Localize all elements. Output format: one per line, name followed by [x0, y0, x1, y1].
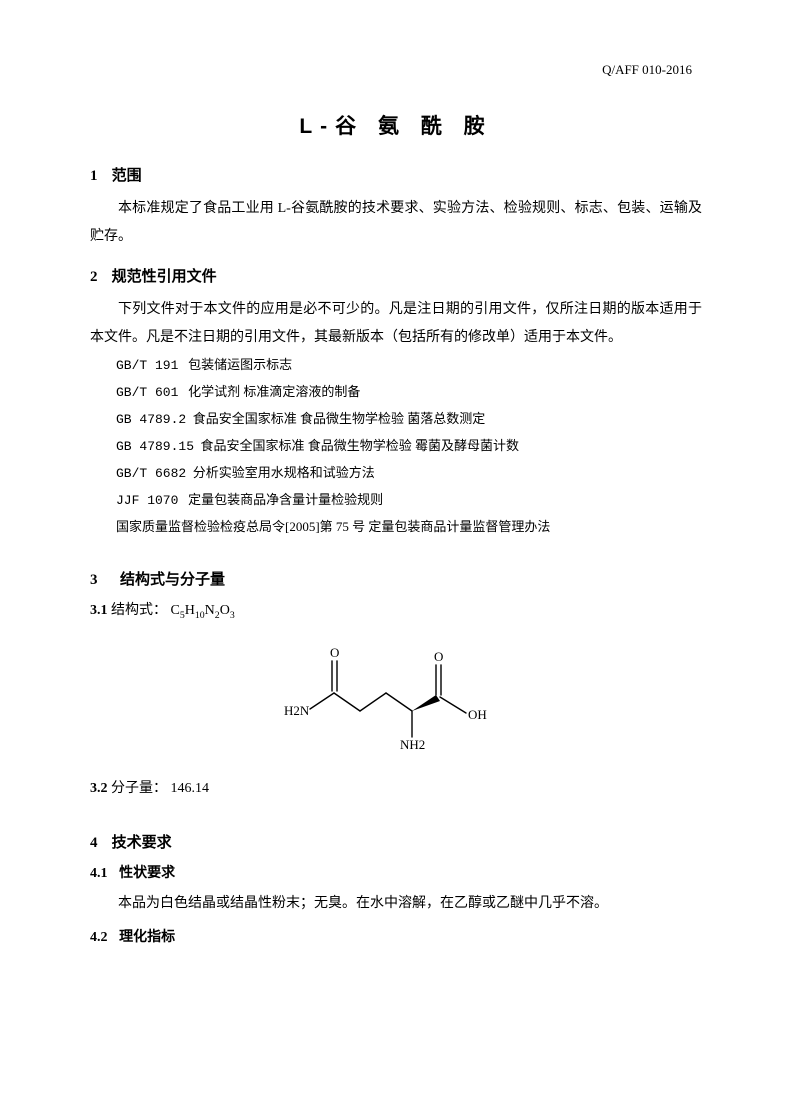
subsection-4-2-heading: 4.2 理化指标: [90, 926, 702, 946]
section-4-heading: 4 技术要求: [90, 831, 702, 852]
section-2-title: 规范性引用文件: [112, 268, 217, 285]
section-3-number: 3: [90, 572, 98, 588]
reference-item: GB 4789.2 食品安全国家标准 食品微生物学检验 菌落总数测定: [116, 406, 702, 433]
structure-label-o1: O: [330, 645, 339, 660]
reference-item: JJF 1070 定量包装商品净含量计量检验规则: [116, 487, 702, 514]
header-standard-code: Q/AFF 010-2016: [602, 62, 692, 78]
subsection-3-1-label: 结构式：: [111, 603, 167, 618]
section-4-title: 技术要求: [112, 834, 172, 851]
section-3-heading: 3 结构式与分子量: [90, 568, 702, 589]
molecular-weight-value: 146.14: [171, 781, 210, 796]
subsection-4-2-number: 4.2: [90, 930, 108, 945]
section-2-heading: 2 规范性引用文件: [90, 265, 702, 286]
structure-label-nh2: NH2: [400, 737, 425, 752]
subsection-3-1: 3.1 结构式： C5H10N2O3: [90, 599, 702, 621]
reference-item: GB/T 191 包装储运图示标志: [116, 352, 702, 379]
section-1-paragraph: 本标准规定了食品工业用 L-谷氨酰胺的技术要求、实验方法、检验规则、标志、包装、…: [90, 195, 702, 251]
structure-label-o2: O: [434, 649, 443, 664]
subsection-4-1-heading: 4.1 性状要求: [90, 862, 702, 882]
chemical-structure-container: H2N O O OH NH2: [90, 639, 702, 759]
reference-item: GB 4789.15 食品安全国家标准 食品微生物学检验 霉菌及酵母菌计数: [116, 433, 702, 460]
reference-desc: 食品安全国家标准 食品微生物学检验 霉菌及酵母菌计数: [201, 438, 520, 453]
section-1-number: 1: [90, 168, 98, 184]
subsection-3-2-label: 分子量：: [111, 781, 167, 796]
subsection-3-1-number: 3.1: [90, 603, 108, 618]
reference-desc: 包装储运图示标志: [188, 357, 292, 372]
reference-desc: 国家质量监督检验检疫总局令[2005]第 75 号 定量包装商品计量监督管理办法: [116, 519, 550, 534]
subsection-4-2-title: 理化指标: [119, 928, 175, 944]
chemical-structure-diagram: H2N O O OH NH2: [276, 639, 516, 759]
reference-item: 国家质量监督检验检疫总局令[2005]第 75 号 定量包装商品计量监督管理办法: [116, 514, 702, 540]
subsection-3-2-number: 3.2: [90, 781, 108, 796]
molecular-formula: C5H10N2O3: [171, 603, 235, 618]
structure-label-oh: OH: [468, 707, 487, 722]
reference-code: JJF 1070: [116, 488, 178, 514]
subsection-4-1-number: 4.1: [90, 866, 108, 881]
reference-item: GB/T 601 化学试剂 标准滴定溶液的制备: [116, 379, 702, 406]
reference-code: GB/T 6682: [116, 461, 186, 487]
reference-code: GB 4789.15: [116, 434, 194, 460]
subsection-3-2: 3.2 分子量： 146.14: [90, 777, 702, 797]
section-2-paragraph: 下列文件对于本文件的应用是必不可少的。凡是注日期的引用文件，仅所注日期的版本适用…: [90, 296, 702, 352]
subsection-4-1-title: 性状要求: [119, 864, 175, 880]
reference-desc: 分析实验室用水规格和试验方法: [193, 465, 375, 480]
reference-item: GB/T 6682 分析实验室用水规格和试验方法: [116, 460, 702, 487]
section-4-number: 4: [90, 835, 98, 851]
section-1-heading: 1 范围: [90, 164, 702, 185]
section-1-title: 范围: [112, 167, 142, 184]
reference-desc: 化学试剂 标准滴定溶液的制备: [188, 384, 360, 399]
document-title: L-谷 氨 酰 胺: [90, 110, 702, 140]
reference-desc: 定量包装商品净含量计量检验规则: [188, 492, 383, 507]
section-2-number: 2: [90, 269, 98, 285]
reference-code: GB 4789.2: [116, 407, 186, 433]
reference-desc: 食品安全国家标准 食品微生物学检验 菌落总数测定: [193, 411, 486, 426]
reference-code: GB/T 601: [116, 380, 178, 406]
section-3-title: 结构式与分子量: [120, 571, 225, 588]
reference-code: GB/T 191: [116, 353, 178, 379]
structure-label-h2n: H2N: [284, 703, 310, 718]
reference-list: GB/T 191 包装储运图示标志 GB/T 601 化学试剂 标准滴定溶液的制…: [116, 352, 702, 540]
subsection-4-1-paragraph: 本品为白色结晶或结晶性粉末；无臭。在水中溶解，在乙醇或乙醚中几乎不溶。: [90, 890, 702, 918]
